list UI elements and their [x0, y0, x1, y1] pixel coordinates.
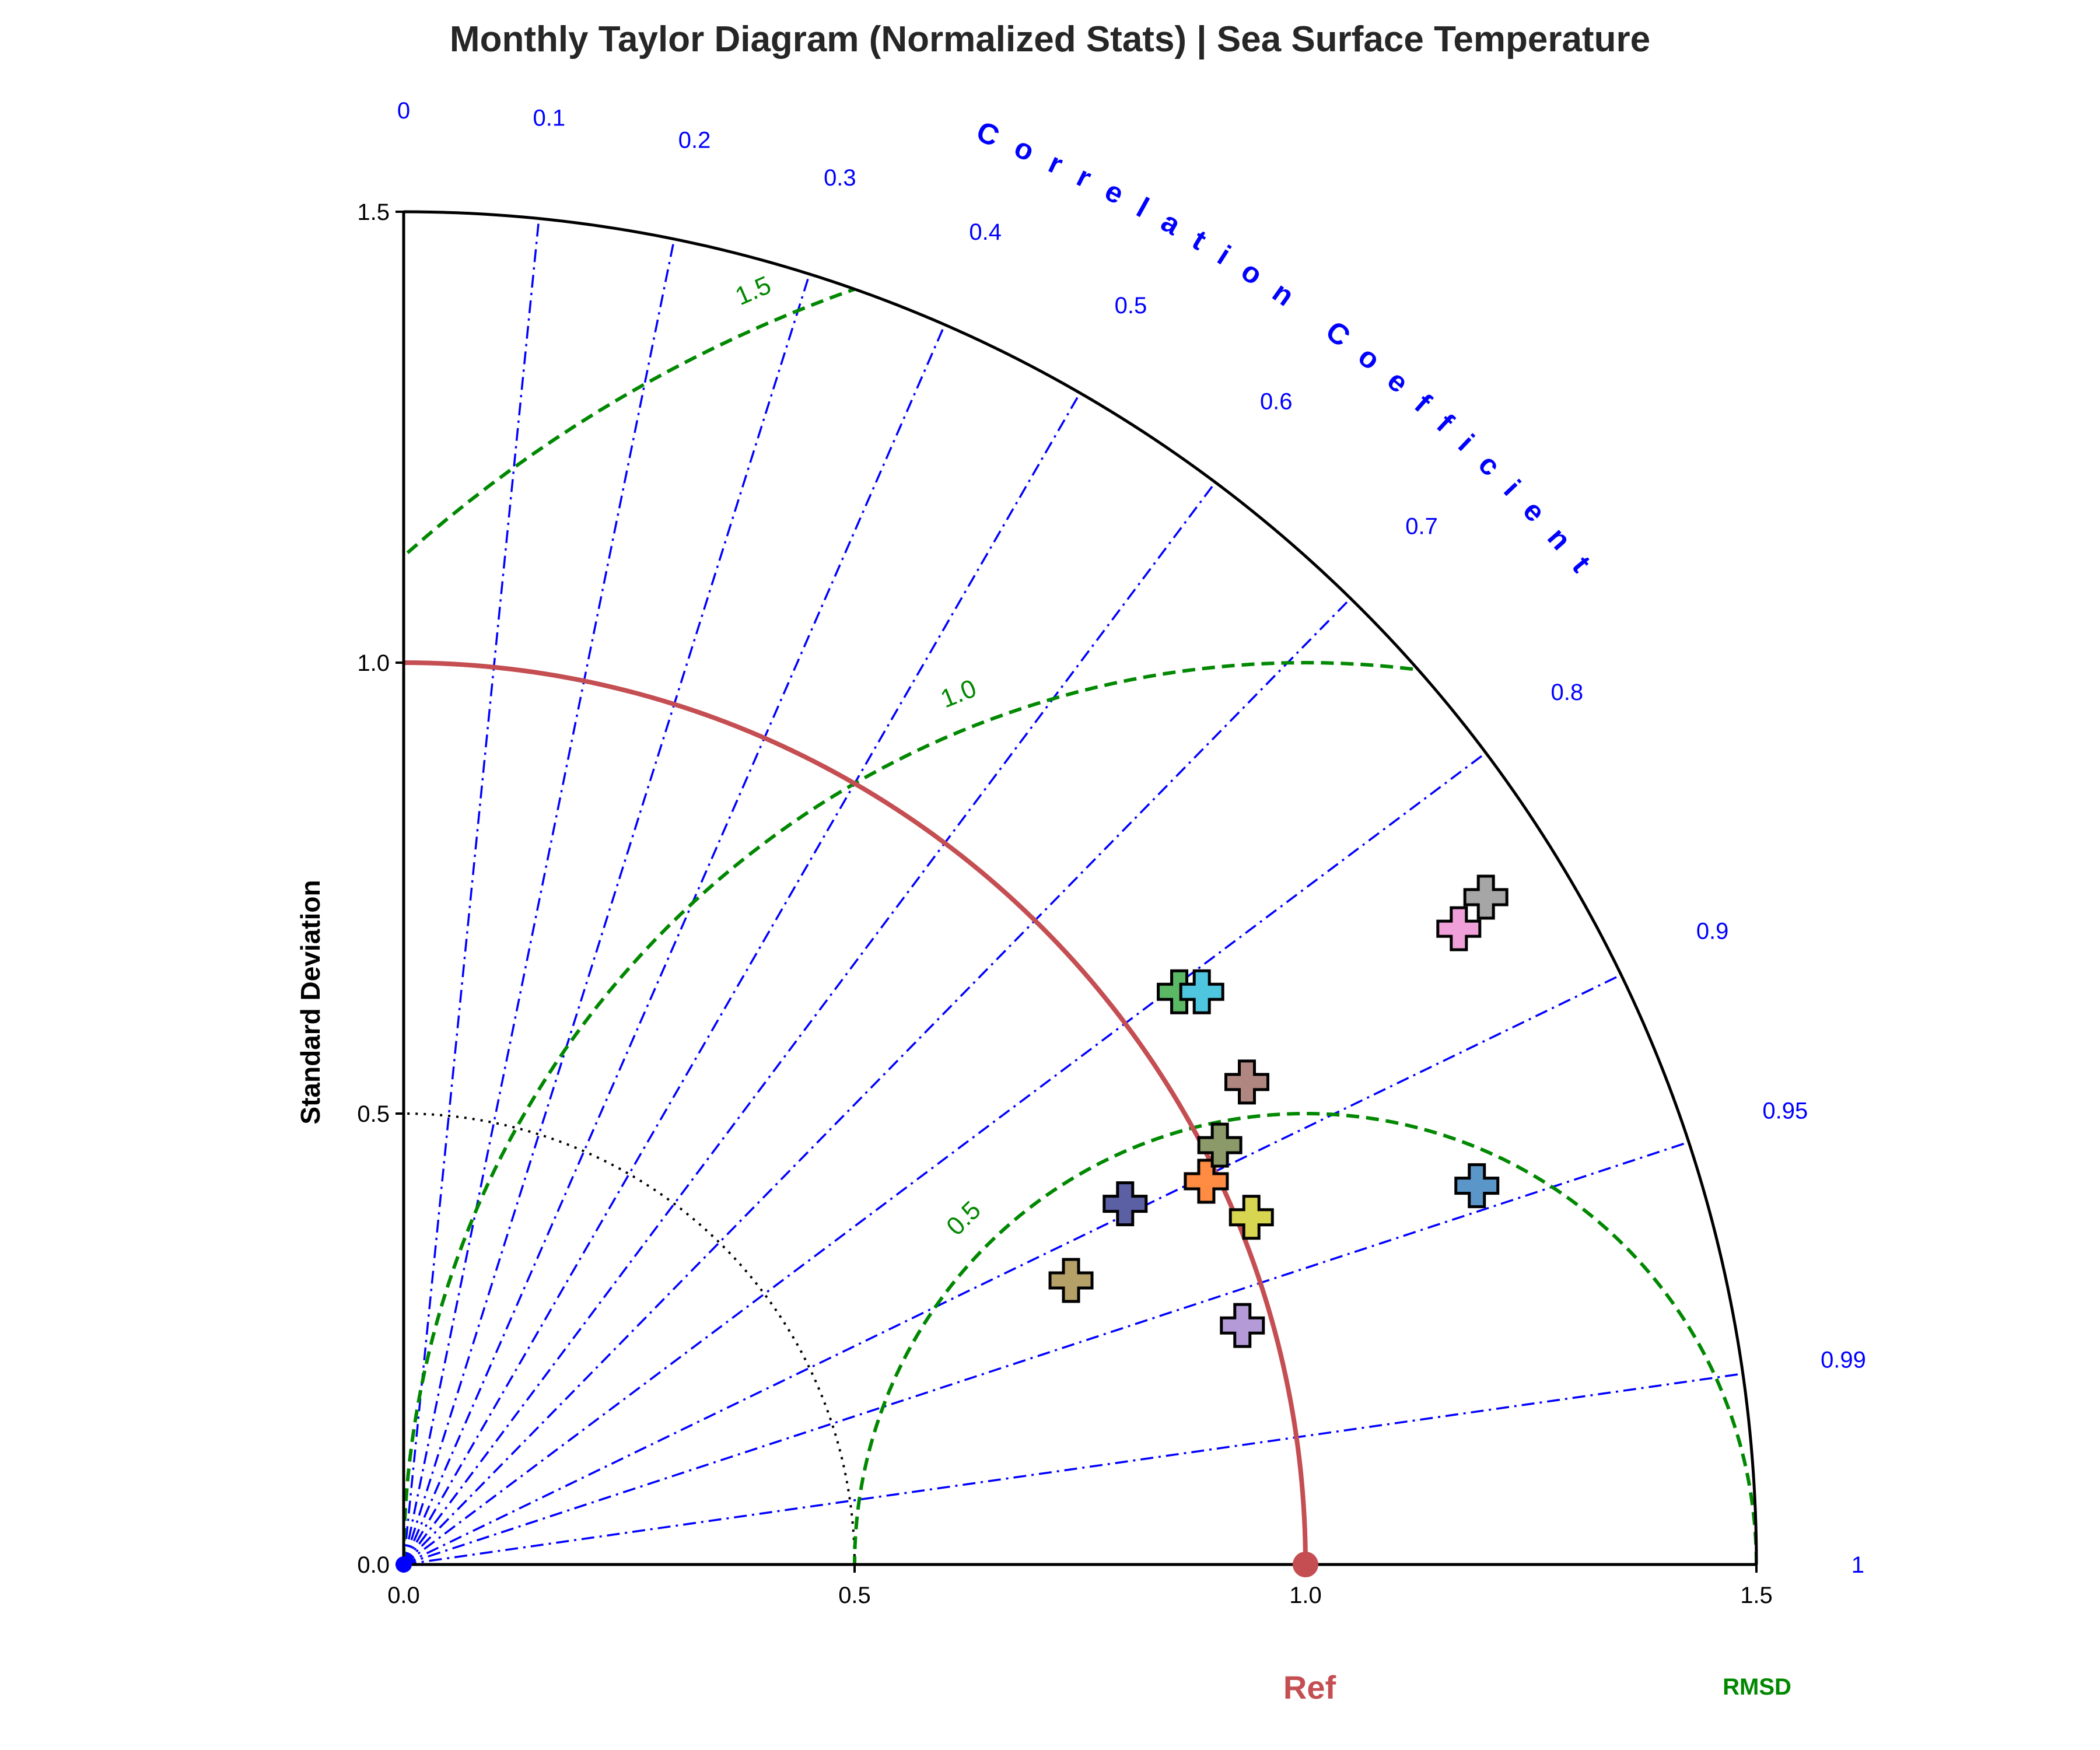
rmsd-contour: [853, 1111, 1756, 1564]
model-point: [1436, 906, 1482, 951]
model-point: [1184, 1158, 1229, 1204]
y-tick-label: 0.5: [357, 1101, 390, 1127]
model-point: [1454, 1163, 1500, 1209]
y-tick-label: 1.5: [357, 200, 390, 225]
y-tick-label: 0.0: [357, 1552, 390, 1578]
std-dev-arc-0-5: [403, 1112, 856, 1565]
correlation-tick-label: 0.6: [1260, 389, 1293, 415]
model-point: [1224, 1059, 1270, 1105]
origin-marker: [396, 1556, 412, 1573]
correlation-line: [402, 481, 1216, 1566]
chart-title: Monthly Taylor Diagram (Normalized Stats…: [450, 19, 1650, 60]
reference-label: Ref: [1283, 1669, 1336, 1706]
rmsd-label: RMSD: [1723, 1674, 1791, 1700]
model-point: [1228, 1195, 1274, 1240]
rmsd-contour: [404, 660, 1756, 1564]
reference-std-arc: [403, 660, 1308, 1565]
outer-boundary-arc: [403, 210, 1758, 1565]
correlation-line: [402, 274, 811, 1565]
correlation-tick-label: 0.9: [1696, 918, 1729, 944]
plot-area: 0 0.1 0.2 0.3 0.4 0.5 0.6 0.7 0.8 0.9 0.95 0.99 1 0.5…: [357, 98, 1866, 1608]
correlation-tick-label: 0.4: [969, 219, 1002, 245]
correlation-line: [402, 239, 676, 1565]
correlation-tick-label: 0.3: [824, 165, 856, 191]
correlation-tick-label: 0.8: [1551, 680, 1584, 705]
correlation-tick-label: 0.95: [1762, 1098, 1808, 1124]
correlation-line: [403, 974, 1622, 1566]
y-tick-label: 1.0: [357, 650, 390, 676]
model-point: [1197, 1122, 1242, 1168]
reference-point: [1293, 1552, 1318, 1577]
correlation-line: [403, 1141, 1689, 1566]
correlation-line: [403, 1373, 1744, 1566]
correlation-tick-label: 1: [1852, 1552, 1864, 1578]
x-tick-label: 1.5: [1740, 1583, 1773, 1608]
rmsd-contour-label: 1.5: [731, 271, 775, 311]
correlation-line: [402, 392, 1082, 1565]
y-axis-label: Standard Deviation: [295, 880, 326, 1124]
x-tick-label: 1.0: [1289, 1583, 1322, 1608]
model-point: [1220, 1303, 1265, 1348]
x-tick-label: 0.5: [838, 1583, 871, 1608]
correlation-axis-label: Correlation Coefficient: [972, 115, 1610, 594]
rmsd-contour-label: 1.0: [937, 674, 981, 713]
correlation-line: [402, 597, 1352, 1566]
model-point: [1102, 1181, 1148, 1227]
rmsd-contour-label: 0.5: [941, 1196, 986, 1241]
model-point: [1179, 969, 1224, 1014]
correlation-axis-label-text: Correlation Coefficient: [972, 115, 1590, 594]
model-point: [1463, 874, 1508, 920]
correlation-line: [402, 324, 946, 1565]
correlation-line: [402, 218, 540, 1565]
x-tick-label: 0.0: [387, 1583, 420, 1608]
correlation-tick-label: 0.5: [1115, 293, 1147, 318]
correlation-tick-label: 0: [397, 98, 410, 124]
correlation-tick-label: 0.99: [1821, 1347, 1866, 1373]
model-point: [1048, 1258, 1094, 1303]
correlation-line: [402, 752, 1487, 1566]
rmsd-contours: [404, 212, 1756, 1564]
correlation-tick-label: 0.7: [1405, 514, 1438, 540]
correlation-tick-label: 0.1: [533, 106, 565, 131]
correlation-tick-label: 0.2: [678, 127, 711, 153]
